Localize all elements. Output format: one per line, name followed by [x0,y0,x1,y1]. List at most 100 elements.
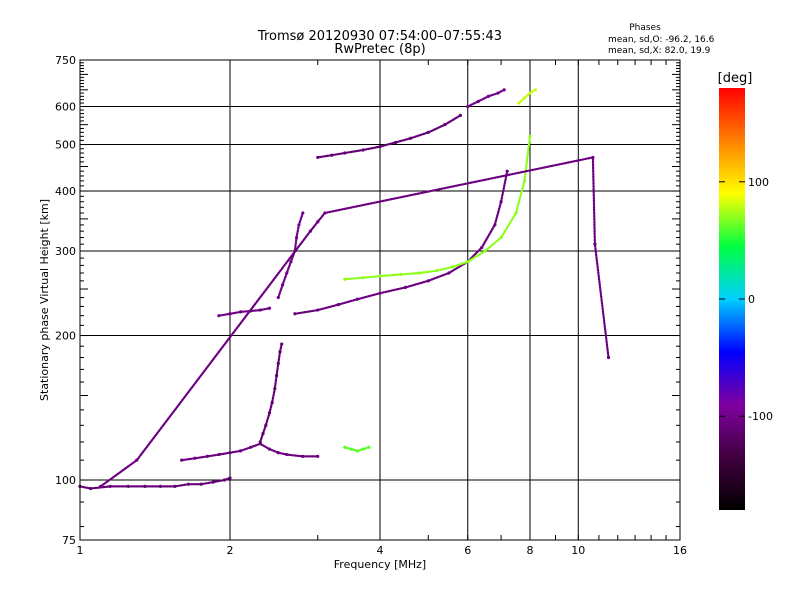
colorbar-tick-label: 100 [748,176,769,189]
data-point [158,484,163,488]
data-point [533,88,537,92]
data-point [466,260,470,264]
colorbar-tick-label: 0 [748,293,755,306]
data-point [476,99,480,103]
data-point [273,387,277,391]
trace-line [78,476,232,490]
data-point [361,447,365,451]
x-axis-label: Frequency [MHz] [334,558,426,571]
y-tick-label: 500 [55,139,76,152]
data-point [173,484,177,488]
trace-line [316,114,462,159]
trace-line [517,88,537,105]
data-point [267,447,272,451]
data-point [355,449,359,453]
data-point [323,211,327,215]
trace-line [293,170,509,315]
data-point [343,151,347,155]
data-point [135,458,139,462]
data-point [606,355,611,360]
data-point [199,482,203,486]
data-point [343,277,347,281]
data-point [217,452,221,457]
x-tick-label: 1 [77,544,84,557]
trace-line [277,211,304,299]
data-point [280,283,285,287]
data-point [593,242,597,246]
trace-line [217,307,271,317]
data-point [528,134,532,138]
data-point [499,235,503,240]
trace-line [99,156,610,488]
data-point [301,211,305,215]
x-tick-label: 8 [527,544,534,557]
data-point [378,145,382,149]
data-point [180,458,184,462]
data-point [186,482,190,486]
data-point [591,155,595,160]
data-point [435,269,439,273]
data-point [522,179,527,183]
data-point [517,101,521,105]
y-tick-label: 300 [55,245,76,258]
y-tick-label: 200 [55,330,76,343]
data-point [249,445,253,449]
x-tick-labels: 1 2 4 6 8 10 16 [77,544,688,557]
data-point [108,484,112,488]
data-point [99,484,103,488]
trace-line [343,135,532,281]
data-point [466,104,470,109]
data-point [274,374,279,378]
data-point [308,229,313,233]
data-point [267,411,272,415]
data-point [528,91,532,95]
data-point [289,260,293,264]
data-point [261,431,265,436]
data-point [278,350,282,354]
stats-line-o: mean, sd,O: -96.2, 16.6 [608,35,715,45]
data-point [336,302,340,307]
data-point [378,274,382,278]
chart-subtitle: RwPretec (8p) [334,42,425,57]
data-point [316,308,320,312]
data-point [343,445,347,449]
data-point [228,451,232,455]
y-tick-label: 75 [62,534,76,547]
data-point [486,94,490,98]
x-tick-label: 10 [571,544,585,557]
data-point [426,279,430,283]
data-point [267,306,272,310]
data-point [276,361,280,365]
data-point [276,451,280,455]
data-point [483,249,487,253]
data-point [126,484,130,488]
data-point [228,312,232,316]
data-point [258,308,262,312]
data-point [408,136,412,140]
data-point [280,342,284,346]
data-point [349,447,353,451]
data-point [493,223,497,227]
data-point [443,123,447,127]
data-point [361,276,365,280]
y-tick-label: 400 [55,185,76,198]
x-tick-label: 2 [227,544,234,557]
data-point [394,140,398,145]
grid-lines [80,60,680,540]
y-axis-label: Stationary phase Virtual Height [km] [38,199,51,401]
data-point [499,200,503,204]
data-point [447,271,451,275]
stats-line-x: mean, sd,X: 82.0, 19.9 [608,46,711,56]
x-tick-label: 16 [673,544,687,557]
data-point [205,454,209,459]
data-point [378,291,382,295]
data-point [276,295,280,300]
data-point [293,312,297,316]
y-tick-label: 600 [55,101,76,114]
x-tick-label: 6 [464,544,471,557]
trace-line [259,342,283,444]
data-point [217,314,221,318]
data-point [403,285,408,289]
data-point [417,271,422,275]
